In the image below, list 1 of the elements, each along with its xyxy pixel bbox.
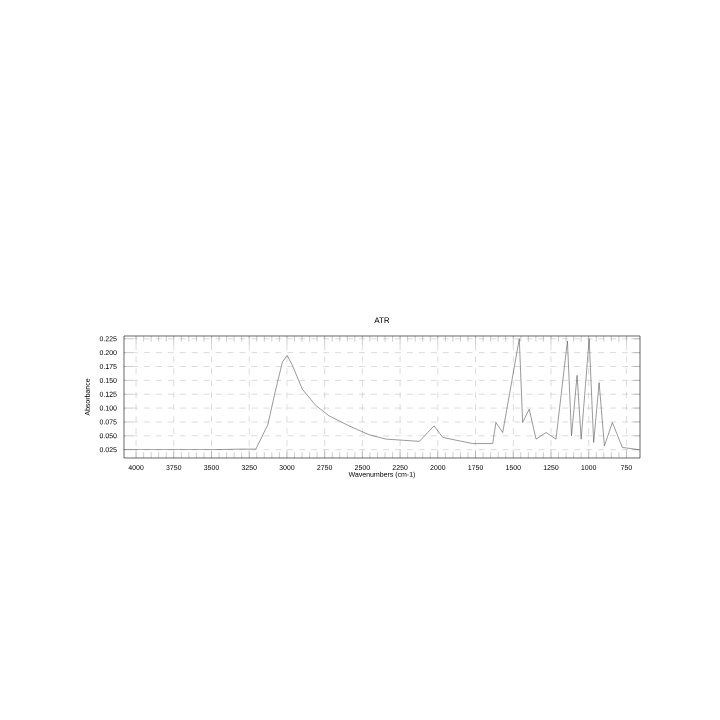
line-series	[123, 338, 640, 450]
